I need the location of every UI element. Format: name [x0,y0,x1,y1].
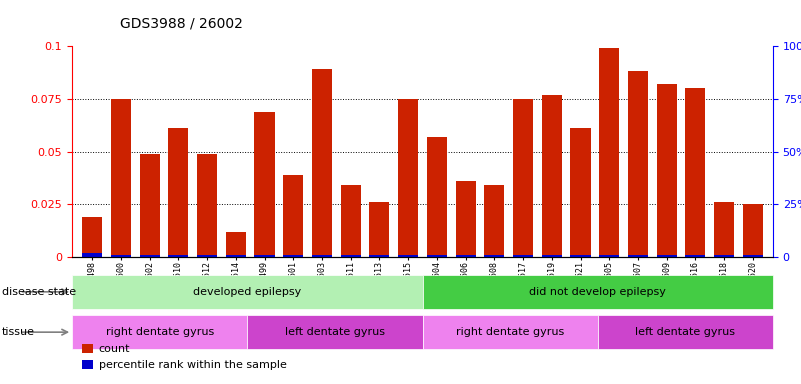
Bar [485,185,505,257]
Bar [427,255,447,257]
Text: tissue: tissue [2,327,34,337]
Bar [686,88,706,257]
Bar [513,99,533,257]
Bar [369,202,389,257]
Text: developed epilepsy: developed epilepsy [193,287,301,297]
Bar [657,255,677,257]
Bar [743,204,763,257]
Bar [72,315,248,349]
Bar [168,128,188,257]
Bar [111,99,131,257]
Bar [255,255,275,257]
Bar [83,253,103,257]
Bar [714,255,735,257]
Bar [255,111,275,257]
Bar [312,255,332,257]
Bar [284,255,304,257]
Bar [599,48,619,257]
Bar [456,255,476,257]
Bar [427,137,447,257]
Bar [423,275,773,309]
Text: did not develop epilepsy: did not develop epilepsy [529,287,666,297]
Bar [72,275,423,309]
Bar [599,255,619,257]
Bar [139,154,159,257]
Bar [226,255,246,257]
Bar [628,255,648,257]
Text: right dentate gyrus: right dentate gyrus [456,327,564,337]
Bar [456,181,476,257]
Bar [284,175,304,257]
Bar [714,202,735,257]
Bar [423,315,598,349]
Text: GDS3988 / 26002: GDS3988 / 26002 [120,17,243,31]
Text: disease state: disease state [2,287,76,297]
Bar [541,255,562,257]
Text: left dentate gyrus: left dentate gyrus [635,327,735,337]
Bar [598,315,773,349]
Bar [570,128,590,257]
Bar [398,255,418,257]
Legend: count, percentile rank within the sample: count, percentile rank within the sample [78,340,291,375]
Bar [513,255,533,257]
Bar [226,232,246,257]
Bar [686,255,706,257]
Bar [369,255,389,257]
Bar [743,255,763,257]
Bar [168,255,188,257]
Text: left dentate gyrus: left dentate gyrus [285,327,385,337]
Bar [83,217,103,257]
Bar [197,255,217,257]
Bar [541,94,562,257]
Bar [139,255,159,257]
Bar [197,154,217,257]
Bar [340,255,360,257]
Bar [340,185,360,257]
Bar [111,255,131,257]
Bar [398,99,418,257]
Bar [657,84,677,257]
Bar [570,255,590,257]
Bar [628,71,648,257]
Text: right dentate gyrus: right dentate gyrus [106,327,214,337]
Bar [312,69,332,257]
Bar [248,315,423,349]
Bar [485,255,505,257]
